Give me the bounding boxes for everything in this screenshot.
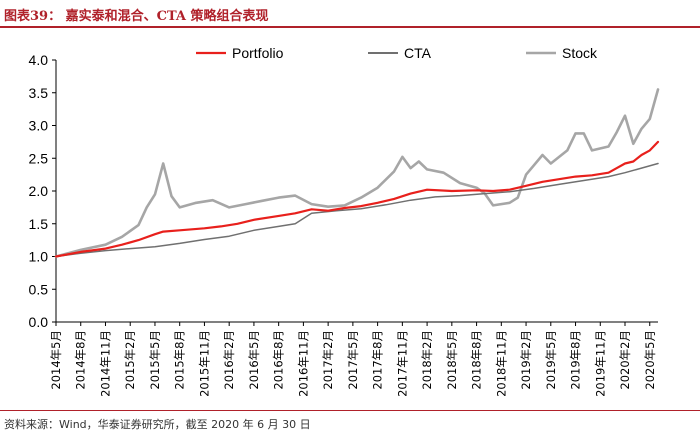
figure-title: 图表39： 嘉实泰和混合、CTA 策略组合表现 [4, 9, 269, 24]
x-tick-label: 2017年8月 [371, 330, 385, 390]
x-tick-label: 2014年11月 [98, 330, 112, 397]
x-tick-label: 2017年2月 [321, 330, 335, 390]
x-tick-label: 2018年11月 [494, 330, 508, 397]
x-tick-label: 2019年11月 [593, 330, 607, 397]
x-tick-label: 2016年5月 [247, 330, 261, 390]
y-tick-label: 0.0 [29, 314, 49, 330]
series-line-cta [55, 162, 659, 258]
x-tick-label: 2015年8月 [173, 330, 187, 390]
y-tick-label: 2.5 [29, 150, 49, 166]
x-tick-label: 2016年8月 [272, 330, 286, 390]
source-note: 资料来源：Wind，华泰证券研究所，截至 2020 年 6 月 30 日 [4, 418, 311, 431]
y-tick-label: 2.0 [29, 183, 49, 199]
series-line-stock [54, 88, 660, 258]
legend-label-stock: Stock [562, 45, 598, 61]
figure-header: 图表39： 嘉实泰和混合、CTA 策略组合表现 [0, 0, 700, 28]
x-tick-label: 2020年2月 [618, 330, 632, 390]
x-tick-label: 2016年11月 [296, 330, 310, 397]
source-divider [0, 410, 700, 411]
x-tick-label: 2019年5月 [544, 330, 558, 390]
legend-label-cta: CTA [404, 45, 432, 61]
legend-label-portfolio: Portfolio [232, 45, 284, 61]
x-tick-label: 2014年5月 [49, 330, 63, 390]
x-tick-label: 2015年5月 [148, 330, 162, 390]
x-tick-label: 2019年2月 [519, 330, 533, 390]
x-tick-label: 2016年2月 [222, 330, 236, 390]
x-tick-label: 2018年8月 [470, 330, 484, 390]
y-tick-label: 3.0 [29, 118, 49, 134]
y-tick-label: 4.0 [29, 52, 49, 68]
x-tick-label: 2018年5月 [445, 330, 459, 390]
line-chart: 0.0 0.5 1.0 1.5 2.0 2.5 3.0 3.5 4.0 2014年5月 2014年8… [29, 45, 660, 397]
title-divider [0, 26, 700, 28]
y-tick-label: 1.5 [29, 216, 49, 232]
x-tick-label: 2015年2月 [123, 330, 137, 390]
x-tick-label: 2018年2月 [420, 330, 434, 390]
x-tick-label: 2017年11月 [395, 330, 409, 397]
series-line-portfolio [54, 140, 660, 258]
x-tick-label: 2014年8月 [74, 330, 88, 390]
x-tick-label: 2020年5月 [643, 330, 657, 390]
y-tick-label: 3.5 [29, 85, 49, 101]
x-tick-label: 2017年5月 [346, 330, 360, 390]
x-tick-label: 2015年11月 [197, 330, 211, 397]
x-tick-label: 2019年8月 [569, 330, 583, 390]
y-tick-label: 0.5 [29, 281, 49, 297]
y-tick-label: 1.0 [29, 249, 49, 265]
